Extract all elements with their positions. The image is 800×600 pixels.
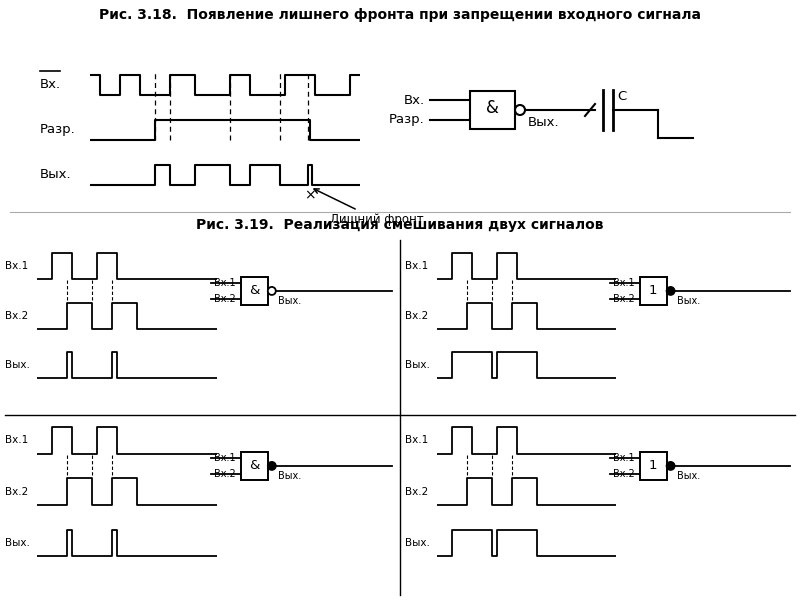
Text: Вх.2: Вх.2 (214, 469, 236, 479)
Text: Вх.: Вх. (40, 79, 61, 91)
Bar (470, 91, 515, 129)
Circle shape (515, 105, 525, 115)
Text: &: & (486, 99, 499, 117)
Text: Вх.2: Вх.2 (613, 294, 634, 304)
Bar (241, 277, 268, 305)
Text: Вх.2: Вх.2 (405, 311, 428, 320)
Text: Разр.: Разр. (390, 113, 425, 127)
Text: Вых.: Вых. (405, 360, 430, 370)
Text: Вх.1: Вх.1 (405, 261, 428, 271)
Text: 1: 1 (649, 460, 658, 472)
Text: Вх.1: Вх.1 (5, 261, 28, 271)
Text: C: C (617, 90, 626, 103)
Text: Вх.1: Вх.1 (214, 278, 236, 288)
Circle shape (268, 287, 276, 295)
Text: 1: 1 (649, 284, 658, 298)
Text: &: & (249, 284, 259, 298)
Text: Лишний фронт: Лишний фронт (314, 189, 424, 226)
Text: Вых.: Вых. (40, 169, 72, 181)
Text: Вых.: Вых. (405, 538, 430, 548)
Text: Вых.: Вых. (677, 471, 700, 481)
Text: Вх.1: Вх.1 (5, 435, 28, 445)
Text: Вых.: Вых. (278, 471, 301, 481)
Circle shape (666, 462, 674, 470)
Text: Вх.1: Вх.1 (405, 435, 428, 445)
Bar (640, 452, 666, 480)
Text: Рис. 3.18.  Появление лишнего фронта при запрещении входного сигнала: Рис. 3.18. Появление лишнего фронта при … (99, 8, 701, 22)
Text: Разр.: Разр. (40, 124, 76, 136)
Text: Вых.: Вых. (5, 538, 30, 548)
Bar (241, 452, 268, 480)
Circle shape (268, 462, 276, 470)
Text: Вх.: Вх. (404, 94, 425, 107)
Text: Вых.: Вых. (677, 296, 700, 306)
Text: &: & (249, 460, 259, 472)
Text: Вх.2: Вх.2 (613, 469, 634, 479)
Text: Вх.1: Вх.1 (613, 278, 634, 288)
Text: Вх.2: Вх.2 (5, 311, 28, 320)
Text: Вх.2: Вх.2 (405, 487, 428, 497)
Text: Вх.2: Вх.2 (214, 294, 236, 304)
Text: Вх.1: Вх.1 (214, 453, 236, 463)
Text: Рис. 3.19.  Реализация смешивания двух сигналов: Рис. 3.19. Реализация смешивания двух си… (196, 218, 604, 232)
Text: Вх.2: Вх.2 (5, 487, 28, 497)
Text: ×: × (304, 188, 316, 202)
Text: Вых.: Вых. (278, 296, 301, 306)
Text: Вых.: Вых. (5, 360, 30, 370)
Circle shape (666, 287, 674, 295)
Bar (640, 277, 666, 305)
Text: Вх.1: Вх.1 (613, 453, 634, 463)
Text: Вых.: Вых. (528, 116, 560, 130)
